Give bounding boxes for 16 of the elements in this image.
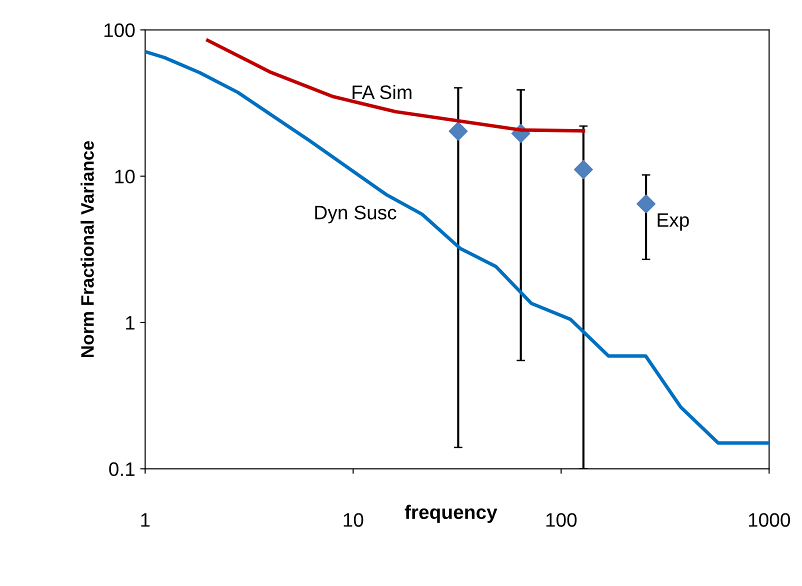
x-tick-label: 1: [141, 513, 150, 527]
series-label: Exp: [658, 213, 689, 231]
series-label: Dyn Susc: [315, 206, 396, 224]
point: [636, 194, 656, 214]
point: [574, 160, 593, 180]
x-tick-label: 10: [344, 513, 364, 527]
y-axis-title: Norm Fractional Variance: [80, 141, 94, 358]
y-tick-label: 1: [126, 316, 134, 330]
y-tick-label: 100: [104, 23, 135, 38]
y-tick-label: 10: [115, 170, 135, 184]
x-tick-label: 1000: [748, 513, 790, 527]
point: [448, 122, 468, 141]
x-tick-label: 100: [546, 513, 577, 527]
y-tick-label: 0.1: [109, 462, 134, 476]
series-label: FA Sim: [352, 84, 412, 100]
x-axis-title: frequency: [404, 504, 498, 523]
